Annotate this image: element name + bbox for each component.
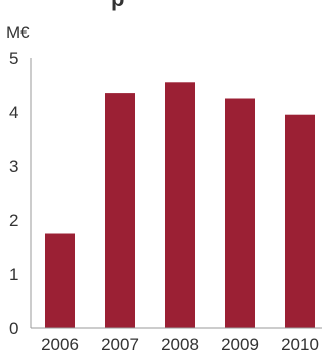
x-tick-label: 2007 [101, 335, 139, 354]
y-tick-label: 1 [9, 265, 18, 284]
y-tick-label: 3 [9, 157, 18, 176]
x-tick-label: 2010 [281, 335, 319, 354]
bar [225, 98, 255, 328]
y-tick-label: 2 [9, 211, 18, 230]
x-axis-tick-labels: 2006 2007 2008 2009 2010 [41, 335, 319, 354]
y-axis-tick-labels: 0 1 2 3 4 5 [9, 49, 18, 338]
y-tick-label: 4 [9, 103, 18, 122]
bars [45, 82, 315, 328]
bar [45, 233, 75, 328]
x-tick-label: 2006 [41, 335, 79, 354]
y-axis-unit-label: M€ [6, 23, 30, 42]
bar [105, 93, 135, 328]
chart-title-fragment: p [111, 0, 124, 11]
x-tick-label: 2008 [161, 335, 199, 354]
x-tick-label: 2009 [221, 335, 259, 354]
bar [165, 82, 195, 328]
y-tick-label: 0 [9, 319, 18, 338]
bar [285, 114, 315, 328]
y-tick-label: 5 [9, 49, 18, 68]
